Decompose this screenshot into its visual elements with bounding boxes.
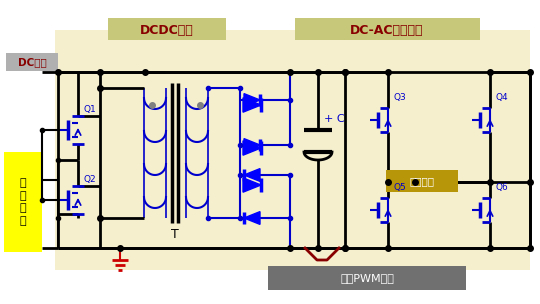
Text: Q5: Q5	[393, 183, 406, 192]
Text: T: T	[171, 229, 179, 241]
Text: 全桥PWM控制: 全桥PWM控制	[340, 273, 394, 283]
Text: DC输入: DC输入	[18, 57, 46, 67]
Text: DCDC升压: DCDC升压	[140, 23, 194, 36]
Text: Q3: Q3	[393, 93, 406, 102]
FancyBboxPatch shape	[6, 53, 58, 71]
Text: Q4: Q4	[495, 93, 508, 102]
Polygon shape	[243, 141, 261, 155]
Text: Q1: Q1	[83, 105, 96, 114]
Text: 推
挽
控
制: 推 挽 控 制	[19, 178, 26, 226]
Polygon shape	[243, 178, 261, 192]
FancyBboxPatch shape	[4, 152, 42, 252]
FancyBboxPatch shape	[386, 170, 458, 192]
Polygon shape	[244, 139, 260, 151]
FancyBboxPatch shape	[108, 18, 226, 40]
Polygon shape	[243, 98, 261, 112]
FancyBboxPatch shape	[295, 18, 480, 40]
Text: Q2: Q2	[83, 175, 96, 184]
FancyBboxPatch shape	[55, 30, 530, 270]
Text: Q6: Q6	[495, 183, 508, 192]
Text: 交流输出: 交流输出	[409, 176, 435, 186]
Text: DC-AC全桥逆变: DC-AC全桥逆变	[350, 23, 424, 36]
Polygon shape	[244, 94, 260, 106]
Polygon shape	[244, 212, 260, 224]
Polygon shape	[244, 169, 260, 181]
Text: + C: + C	[324, 114, 345, 124]
FancyBboxPatch shape	[268, 266, 466, 290]
